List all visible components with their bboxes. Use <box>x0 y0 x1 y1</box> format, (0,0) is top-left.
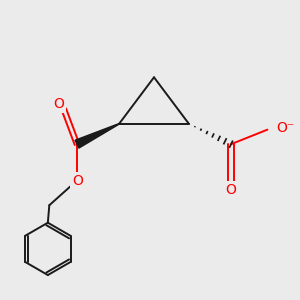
Text: O: O <box>72 174 83 188</box>
Text: O: O <box>226 183 236 197</box>
Text: O⁻: O⁻ <box>276 121 294 135</box>
Text: O: O <box>53 97 64 111</box>
Polygon shape <box>75 124 119 148</box>
